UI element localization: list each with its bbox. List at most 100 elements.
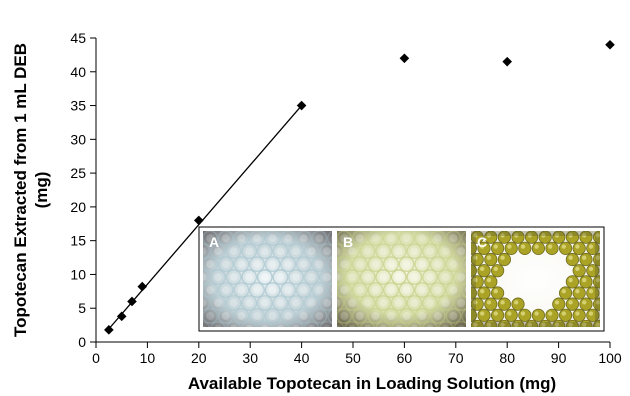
x-tick-label: 80 bbox=[499, 350, 515, 366]
bead-core bbox=[276, 299, 285, 307]
bead-core bbox=[260, 299, 269, 307]
bead bbox=[422, 269, 438, 285]
bead-core bbox=[426, 299, 434, 307]
bead-highlight bbox=[527, 322, 532, 327]
bead-core bbox=[387, 234, 395, 243]
bead-core bbox=[457, 299, 466, 307]
bead-core bbox=[340, 312, 349, 320]
bead bbox=[398, 231, 415, 247]
bead-core bbox=[340, 234, 349, 243]
bead-core bbox=[229, 299, 238, 307]
bead bbox=[288, 243, 304, 260]
bead-core bbox=[331, 235, 332, 241]
bead-core bbox=[323, 324, 331, 327]
bead bbox=[249, 308, 265, 324]
bead bbox=[552, 297, 566, 311]
bead-highlight bbox=[480, 266, 485, 272]
bead-highlight bbox=[473, 255, 478, 260]
bead-core bbox=[307, 273, 316, 282]
bead bbox=[344, 295, 360, 311]
bead-core bbox=[387, 286, 395, 295]
bead-core bbox=[253, 260, 261, 269]
bead-highlight bbox=[582, 322, 587, 327]
bead bbox=[545, 241, 559, 255]
bead-core bbox=[315, 234, 324, 243]
y-tick-label: 40 bbox=[70, 64, 86, 80]
bead-core bbox=[253, 286, 261, 295]
bead bbox=[504, 308, 518, 322]
bead-highlight bbox=[486, 277, 492, 283]
bead bbox=[249, 231, 265, 247]
bead bbox=[264, 256, 281, 273]
y-tick-label: 20 bbox=[70, 199, 86, 215]
bead-core bbox=[340, 286, 349, 295]
bead-core bbox=[268, 234, 277, 243]
bead-core bbox=[441, 247, 450, 256]
bead-core bbox=[402, 234, 411, 243]
bead-core bbox=[315, 260, 324, 269]
bead bbox=[359, 269, 376, 285]
bead bbox=[429, 256, 446, 273]
bead bbox=[295, 282, 312, 298]
bead bbox=[429, 308, 446, 324]
bead-core bbox=[221, 286, 230, 295]
bead bbox=[256, 269, 273, 285]
bead bbox=[383, 282, 399, 298]
bead-core bbox=[379, 299, 388, 307]
bead bbox=[579, 252, 593, 267]
bead bbox=[217, 231, 234, 247]
bead bbox=[414, 282, 431, 298]
bead-core bbox=[348, 299, 356, 307]
bead bbox=[303, 321, 320, 327]
x-tick-label: 60 bbox=[397, 350, 413, 366]
y-tick-label: 30 bbox=[70, 131, 86, 147]
bead bbox=[490, 286, 505, 300]
bead bbox=[471, 241, 477, 255]
bead-highlight bbox=[534, 311, 539, 316]
bead bbox=[337, 243, 345, 260]
x-tick-label: 10 bbox=[140, 350, 156, 366]
bead-highlight bbox=[588, 311, 594, 316]
bead-highlight bbox=[575, 311, 580, 316]
y-tick-label: 35 bbox=[70, 98, 86, 114]
bead-highlight bbox=[582, 233, 587, 238]
bead bbox=[390, 269, 407, 285]
bead bbox=[367, 282, 384, 298]
bead-highlight bbox=[582, 255, 587, 260]
bead-highlight bbox=[507, 244, 512, 249]
bead-highlight bbox=[473, 277, 478, 283]
bead-core bbox=[307, 299, 316, 307]
bead bbox=[471, 264, 477, 278]
bead-highlight bbox=[568, 322, 573, 327]
bead bbox=[422, 243, 438, 260]
bead-highlight bbox=[582, 300, 587, 305]
bead-core bbox=[292, 273, 300, 282]
bead-core bbox=[395, 324, 403, 327]
bead-core bbox=[276, 247, 285, 256]
panel-label: C bbox=[477, 234, 487, 250]
bead bbox=[203, 269, 211, 285]
x-axis-ticks: 0 10 20 30 40 50 60 70 80 90 100 bbox=[92, 342, 622, 366]
bead-core bbox=[457, 273, 466, 282]
bead bbox=[383, 231, 399, 247]
bead bbox=[572, 308, 586, 322]
bead bbox=[233, 256, 250, 273]
bead-highlight bbox=[568, 255, 573, 260]
bead-highlight bbox=[493, 266, 498, 272]
bead-core bbox=[348, 273, 356, 282]
x-tick-label: 100 bbox=[598, 350, 622, 366]
bead bbox=[327, 231, 332, 246]
bead-core bbox=[237, 234, 246, 243]
bead-core bbox=[214, 324, 222, 327]
panel-label: B bbox=[343, 234, 353, 250]
bead-core bbox=[268, 312, 277, 320]
panel-label: A bbox=[209, 234, 219, 250]
bead-core bbox=[214, 273, 222, 282]
bead-core bbox=[410, 324, 418, 327]
data-point bbox=[605, 39, 615, 50]
bead bbox=[280, 231, 297, 247]
bead bbox=[203, 256, 219, 273]
bead bbox=[471, 308, 477, 322]
bead bbox=[303, 295, 320, 311]
bead bbox=[484, 275, 498, 289]
